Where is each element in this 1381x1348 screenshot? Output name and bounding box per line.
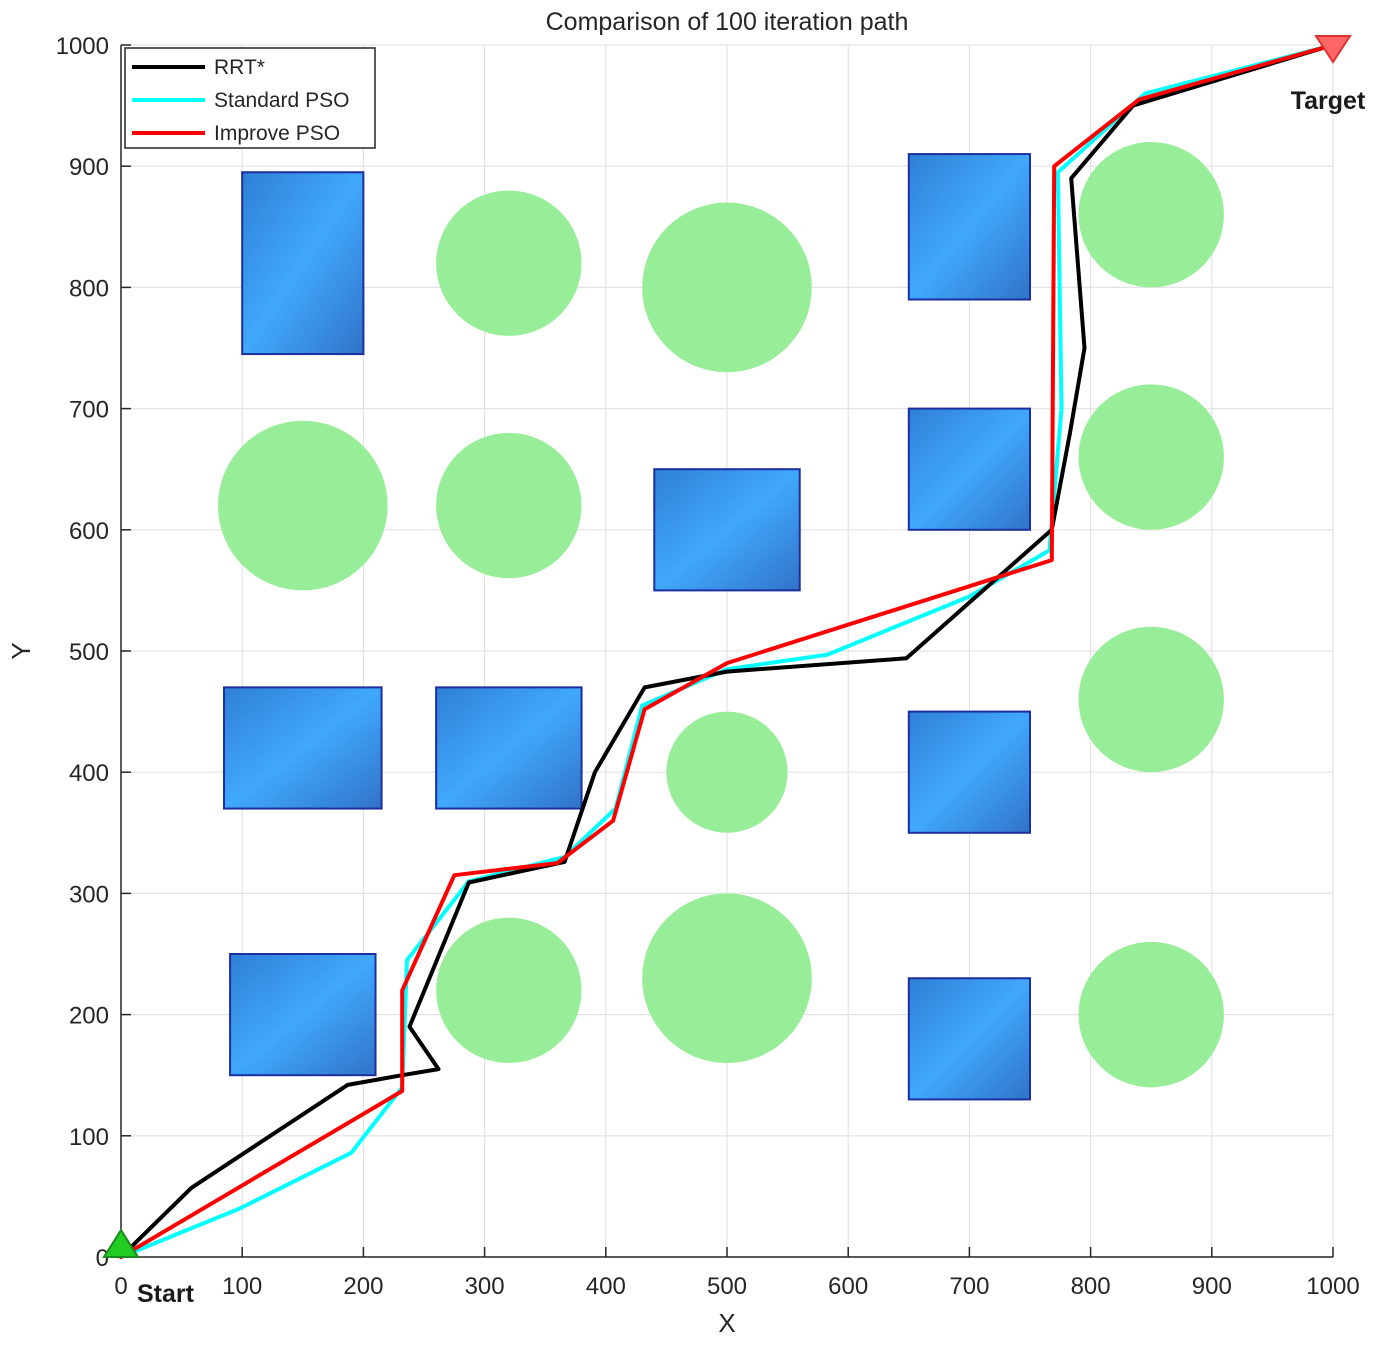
chart-title: Comparison of 100 iteration path: [546, 8, 909, 36]
obstacle-circle: [436, 190, 582, 336]
obstacle-circle: [642, 202, 812, 373]
obstacle-circle: [642, 893, 812, 1064]
obstacle-rect: [653, 468, 801, 592]
x-tick-label: 600: [828, 1273, 868, 1300]
x-tick-label: 400: [586, 1273, 626, 1300]
y-tick-label: 400: [69, 760, 109, 787]
x-tick-label: 900: [1192, 1273, 1232, 1300]
obstacle-rect: [907, 710, 1031, 834]
x-tick-label: 1000: [1306, 1273, 1359, 1300]
x-tick-label: 200: [343, 1273, 383, 1300]
y-tick-label: 700: [69, 397, 109, 424]
path-standard-pso: [119, 43, 1335, 1259]
legend-label-standard-pso: Standard PSO: [214, 89, 349, 112]
paths: [119, 43, 1335, 1259]
x-tick-label: 700: [949, 1273, 989, 1300]
obstacle-rect: [241, 171, 365, 356]
x-axis-label: X: [718, 1308, 735, 1338]
obstacle-rect: [907, 977, 1031, 1101]
x-tick-label: 0: [114, 1273, 127, 1300]
y-tick-label: 0: [96, 1245, 109, 1272]
obstacle-circle: [1078, 141, 1224, 288]
target-label: Target: [1291, 87, 1366, 115]
obstacle-circle: [1078, 626, 1224, 773]
obstacle-rect: [223, 686, 383, 810]
obstacle-rect: [435, 686, 583, 810]
x-tick-label: 100: [222, 1273, 262, 1300]
obstacle-circle: [1078, 941, 1224, 1088]
y-tick-label: 100: [69, 1124, 109, 1151]
y-tick-label: 200: [69, 1003, 109, 1030]
x-tick-label: 300: [465, 1273, 505, 1300]
legend-label-rrt: RRT*: [214, 56, 265, 79]
obstacle-circle: [1078, 384, 1224, 530]
start-marker: [102, 1228, 140, 1258]
obstacle-rect: [907, 153, 1031, 301]
obstacle-circle: [666, 711, 788, 833]
obstacle-circle: [436, 917, 582, 1064]
tick-labels: 0 100 200 300 400 500 600 700 800 900 1000 0 100 200 3…: [56, 33, 1360, 1300]
y-tick-label: 500: [69, 639, 109, 666]
obstacle-rect: [907, 407, 1031, 531]
target-marker: [1314, 35, 1352, 64]
legend-label-improve-pso: Improve PSO: [214, 122, 340, 145]
y-tick-label: 600: [69, 518, 109, 545]
obstacle-circle: [436, 432, 582, 579]
y-tick-label: 1000: [56, 33, 109, 60]
start-label: Start: [137, 1280, 195, 1308]
obstacles: [217, 141, 1224, 1101]
obstacle-rect: [229, 953, 377, 1077]
y-axis-label: Y: [6, 642, 36, 659]
y-tick-label: 900: [69, 154, 109, 181]
path-improve-pso: [119, 43, 1335, 1259]
y-tick-label: 800: [69, 275, 109, 302]
x-tick-label: 500: [707, 1273, 747, 1300]
obstacle-circle: [217, 420, 388, 591]
y-tick-label: 300: [69, 881, 109, 908]
x-tick-label: 800: [1071, 1273, 1111, 1300]
legend: RRT* Standard PSO Improve PSO: [124, 47, 376, 149]
endpoint-markers: Start Target: [102, 35, 1366, 1308]
